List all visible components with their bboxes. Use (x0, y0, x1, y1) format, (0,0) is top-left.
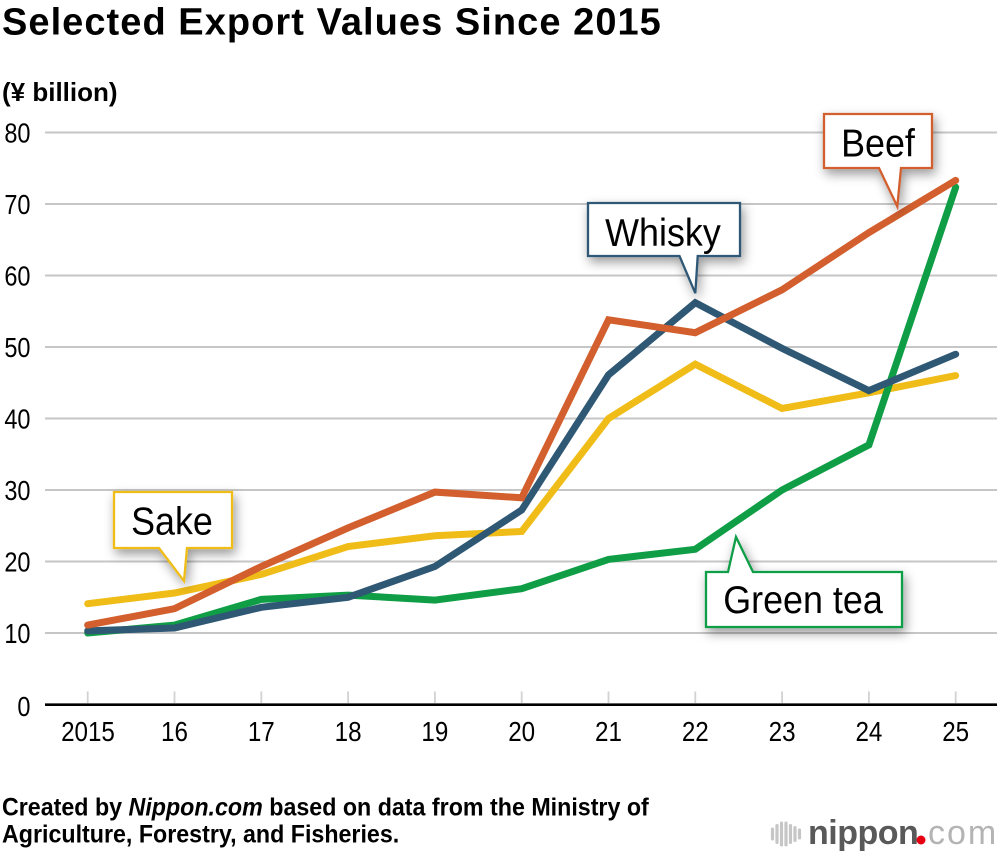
svg-text:Green tea: Green tea (723, 577, 883, 621)
svg-text:Selected Export Values Since 2: Selected Export Values Since 2015 (2, 2, 662, 44)
svg-text:23: 23 (769, 717, 796, 747)
svg-text:70: 70 (4, 190, 30, 220)
svg-text:60: 60 (4, 262, 30, 292)
svg-text:10: 10 (4, 619, 30, 649)
svg-text:2015: 2015 (61, 717, 115, 747)
svg-text:22: 22 (682, 717, 709, 747)
svg-text:20: 20 (4, 548, 30, 578)
svg-text:40: 40 (4, 405, 30, 435)
svg-text:18: 18 (335, 717, 362, 747)
svg-text:0: 0 (17, 692, 30, 722)
svg-text:50: 50 (4, 333, 30, 363)
svg-text:17: 17 (248, 717, 275, 747)
svg-text:Whisky: Whisky (605, 211, 721, 255)
svg-text:Agriculture, Forestry, and Fis: Agriculture, Forestry, and Fisheries. (2, 821, 399, 849)
svg-text:25: 25 (942, 717, 969, 747)
svg-text:Created by Nippon.com based on: Created by Nippon.com based on data from… (2, 794, 650, 822)
svg-text:16: 16 (161, 717, 188, 747)
svg-text:nippon: nippon (808, 814, 918, 852)
svg-text:(¥ billion): (¥ billion) (2, 77, 118, 107)
svg-text:com: com (928, 814, 998, 852)
svg-text:24: 24 (855, 717, 882, 747)
svg-text:Beef: Beef (841, 121, 915, 165)
svg-text:19: 19 (421, 717, 448, 747)
svg-text:20: 20 (508, 717, 535, 747)
svg-text:80: 80 (4, 119, 30, 149)
svg-text:Sake: Sake (131, 499, 213, 543)
svg-text:21: 21 (595, 717, 622, 747)
svg-text:30: 30 (4, 476, 30, 506)
